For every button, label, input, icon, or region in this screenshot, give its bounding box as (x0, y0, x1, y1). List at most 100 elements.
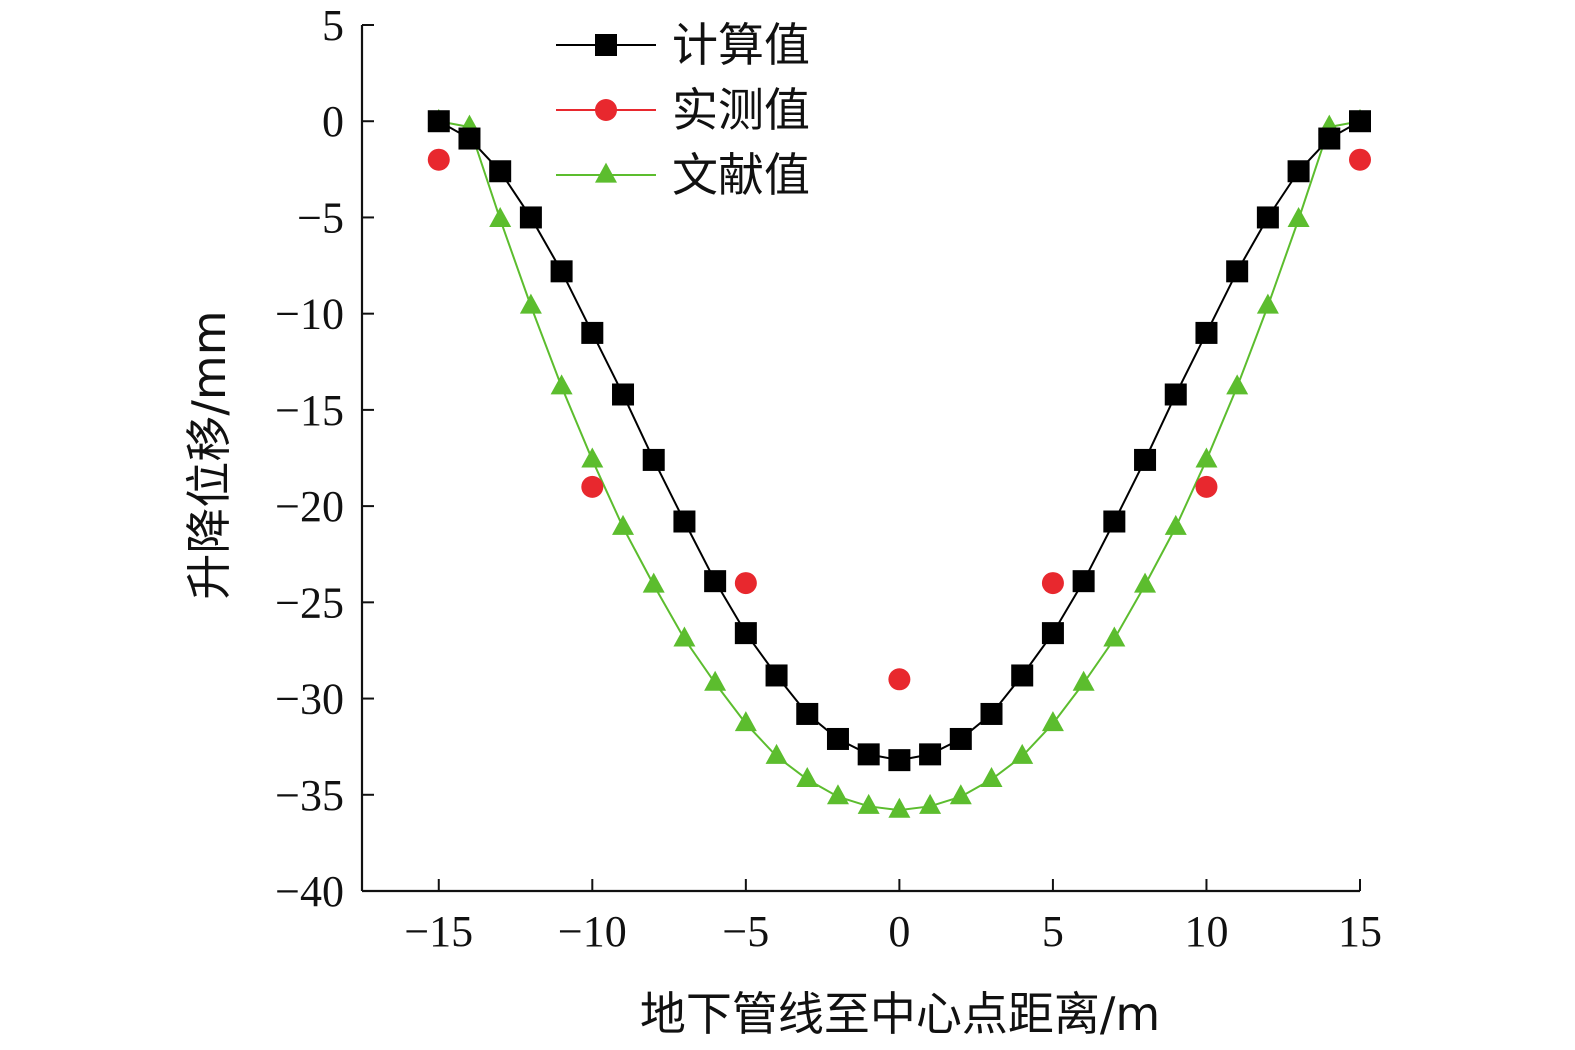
y-tick-label: 0 (322, 97, 344, 146)
series-1-point (642, 448, 665, 471)
series-3-point (1134, 572, 1157, 593)
x-tick-label: −15 (404, 907, 473, 956)
series-3-point (1072, 670, 1095, 691)
series-1-point (980, 702, 1003, 725)
series-1-point (1164, 383, 1187, 406)
series-1-point (1226, 260, 1249, 283)
series-1-point (1195, 321, 1218, 344)
series-1-point (489, 160, 512, 183)
series-3-point (519, 293, 542, 314)
series-1-point (949, 727, 972, 750)
series-3-point (673, 626, 696, 647)
axes: 5 0 −5 −10 −15 −20 −25 −30 −35 −40 −15 −10 −5 0 5 10 15 (275, 1, 1382, 956)
series-1-point (1349, 110, 1371, 133)
series-1-point (581, 321, 604, 344)
series-1-point (1072, 570, 1095, 593)
series-1-point (1318, 127, 1341, 150)
y-tick-label: −10 (275, 290, 344, 339)
series-1-point (612, 383, 635, 406)
series-1-line (438, 120, 1361, 762)
x-tick-label: 0 (888, 907, 910, 956)
series-3-point (765, 743, 788, 764)
y-tick-label: −25 (275, 578, 344, 627)
series-2-point (1195, 475, 1218, 498)
series-layer (427, 108, 1371, 818)
series-3-point (1103, 626, 1126, 647)
series-1 (427, 110, 1371, 772)
series-3 (427, 108, 1371, 818)
series-3-point (1164, 514, 1187, 535)
series-2-point (888, 668, 911, 691)
series-3-point (734, 711, 757, 732)
series-3-point (857, 793, 880, 814)
series-1-point (826, 727, 849, 750)
series-1-point (1041, 622, 1064, 645)
y-tick-label: −40 (275, 867, 344, 916)
series-1-point (673, 510, 696, 533)
series-1-point (888, 749, 911, 772)
legend-marker (595, 34, 617, 56)
y-tick-label: −35 (275, 771, 344, 820)
series-1-point (704, 570, 727, 593)
series-2-point (427, 148, 450, 171)
series-3-point (1226, 374, 1249, 395)
series-3-point (581, 447, 604, 468)
series-3-point (919, 793, 942, 814)
series-3-point (826, 784, 849, 805)
series-2 (427, 148, 1371, 691)
y-tick-label: 5 (322, 1, 344, 50)
x-tick-label: −10 (558, 907, 627, 956)
series-3-point (489, 206, 512, 227)
x-axis-title: 地下管线至中心点距离/m (640, 987, 1160, 1041)
y-axis-title: 升降位移/mm (182, 310, 236, 599)
series-1-point (1134, 448, 1157, 471)
series-1-point (1011, 664, 1034, 687)
series-2-point (734, 572, 757, 595)
series-3-point (949, 784, 972, 805)
series-2-point (581, 475, 604, 498)
series-3-point (796, 766, 819, 787)
series-2-point (1349, 148, 1371, 171)
series-3-point (704, 670, 727, 691)
x-tick-label: −5 (722, 907, 769, 956)
y-tick-label: −20 (275, 482, 344, 531)
series-1-point (1287, 160, 1310, 183)
x-tick-label: 5 (1042, 907, 1064, 956)
series-3-point (612, 514, 635, 535)
series-3-point (550, 374, 573, 395)
legend-label: 计算值 (672, 18, 810, 72)
series-3-line (438, 120, 1361, 812)
series-2-point (1041, 572, 1064, 595)
series-3-point (1256, 293, 1279, 314)
y-tick-label: −30 (275, 675, 344, 724)
series-1-point (458, 127, 481, 150)
series-1-point (857, 743, 880, 766)
series-1-point (1256, 206, 1279, 229)
series-1-point (519, 206, 542, 229)
series-1-point (765, 664, 788, 687)
series-3-point (1287, 206, 1310, 227)
series-1-point (1103, 510, 1126, 533)
y-tick-label: −5 (297, 193, 344, 242)
series-3-point (1195, 447, 1218, 468)
series-1-point (796, 702, 819, 725)
series-1-point (734, 622, 757, 645)
legend-label: 实测值 (672, 83, 810, 137)
legend-label: 文献值 (672, 148, 810, 202)
legend-marker (595, 99, 617, 121)
series-3-point (1011, 743, 1034, 764)
series-1-point (919, 743, 942, 766)
series-3-point (642, 572, 665, 593)
series-1-point (427, 110, 450, 133)
series-3-point (888, 797, 911, 818)
legend-marker (595, 162, 617, 183)
y-tick-label: −15 (275, 386, 344, 435)
series-3-point (1041, 711, 1064, 732)
x-tick-label: 10 (1184, 907, 1228, 956)
x-tick-label: 15 (1338, 907, 1382, 956)
series-1-point (550, 260, 573, 283)
series-3-point (980, 766, 1003, 787)
